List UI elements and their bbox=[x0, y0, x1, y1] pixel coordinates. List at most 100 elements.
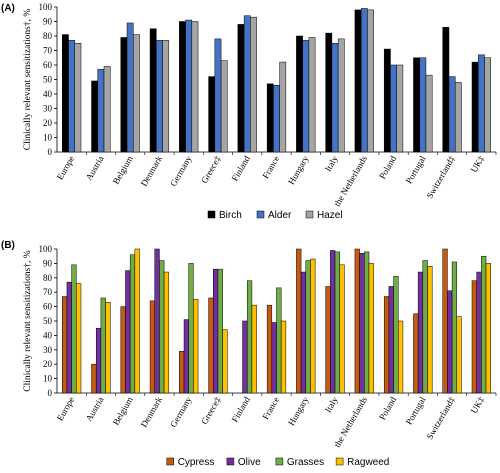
bar-hazel-switzerland bbox=[454, 82, 462, 153]
bar-alder-france bbox=[273, 85, 280, 153]
x-tick-label: Finland bbox=[230, 154, 253, 183]
bar-olive-italy bbox=[330, 250, 336, 394]
bar-hazel-the-netherlands bbox=[367, 9, 374, 153]
y-tick-label: 20 bbox=[43, 359, 53, 369]
bar-birch-belgium bbox=[120, 37, 128, 153]
bar-cypress-austria bbox=[91, 363, 97, 394]
bar-cypress-denmark bbox=[149, 300, 156, 394]
bar-ragweed-germany bbox=[193, 299, 199, 394]
x-tick-label: Hungary bbox=[286, 395, 311, 428]
bar-cypress-switzerland bbox=[442, 248, 448, 394]
legend-label-grasses: Grasses bbox=[287, 457, 324, 468]
x-tick-label: Germany bbox=[168, 395, 194, 429]
bar-grasses-portugal bbox=[422, 260, 428, 394]
y-tick-label: 40 bbox=[43, 89, 53, 99]
bar-birch-austria bbox=[91, 80, 99, 153]
bar-cypress-belgium bbox=[120, 306, 126, 394]
x-tick-label: Poland bbox=[377, 395, 398, 422]
bar-birch-hungary bbox=[296, 35, 303, 153]
bar-ragweed-france bbox=[280, 320, 287, 394]
y-tick-label: 30 bbox=[43, 104, 53, 114]
bar-ragweed-europe bbox=[76, 283, 82, 394]
bar-grasses-austria bbox=[100, 297, 106, 394]
legend: Birch Alder Hazel bbox=[207, 210, 343, 221]
x-tick-label: Austria bbox=[84, 154, 106, 182]
bar-olive-uk bbox=[476, 271, 482, 394]
bar-birch-greece bbox=[208, 76, 216, 153]
bar-alder-europe bbox=[68, 40, 76, 153]
x-tick-label: Denmark bbox=[139, 395, 165, 429]
y-tick-label: 100 bbox=[39, 244, 53, 254]
bar-ragweed-denmark bbox=[163, 271, 170, 394]
bar-olive-europe bbox=[66, 281, 72, 394]
bar-birch-finland bbox=[237, 24, 245, 153]
bar-ragweed-poland bbox=[398, 320, 404, 394]
bar-ragweed-hungary bbox=[310, 258, 316, 394]
x-tick-label: France bbox=[260, 154, 281, 180]
legend-label-ragweed: Ragweed bbox=[347, 457, 389, 468]
bar-hazel-hungary bbox=[308, 37, 316, 153]
bar-ragweed-greece bbox=[222, 329, 228, 394]
x-tick-label: Switzerland‡ bbox=[424, 395, 457, 442]
y-tick-label: 70 bbox=[43, 287, 53, 297]
y-tick-label: 60 bbox=[43, 60, 53, 70]
bar-hazel-germany bbox=[191, 21, 199, 153]
y-tick-label: 80 bbox=[43, 273, 53, 283]
x-tick-label: Germany bbox=[168, 154, 194, 188]
x-tick-label: Poland bbox=[377, 154, 398, 181]
bar-alder-poland bbox=[390, 64, 397, 153]
bar-hazel-france bbox=[279, 61, 287, 153]
bar-olive-belgium bbox=[125, 270, 131, 394]
bar-alder-switzerland bbox=[448, 76, 456, 153]
x-tick-label: Greece‡ bbox=[199, 395, 223, 426]
panel-label: (B) bbox=[1, 240, 15, 251]
x-tick-label: Italy bbox=[323, 154, 340, 174]
bar-birch-italy bbox=[325, 32, 333, 153]
legend-swatch-alder bbox=[256, 210, 265, 219]
y-tick-label: 90 bbox=[43, 17, 53, 27]
x-tick-label: Europe bbox=[55, 395, 77, 423]
bar-cypress-italy bbox=[325, 286, 331, 394]
y-tick-label: 30 bbox=[43, 345, 53, 355]
y-tick-label: 0 bbox=[48, 388, 53, 398]
bar-grasses-hungary bbox=[305, 260, 311, 394]
bar-alder-denmark bbox=[156, 40, 163, 153]
x-tick-label: Italy bbox=[323, 395, 340, 415]
bar-alder-uk bbox=[477, 54, 485, 153]
bar-cypress-uk bbox=[471, 280, 477, 394]
bar-hazel-finland bbox=[250, 16, 257, 153]
bar-olive-finland bbox=[242, 320, 248, 394]
y-tick-label: 100 bbox=[39, 2, 53, 12]
bar-grasses-belgium bbox=[129, 254, 136, 394]
bar-birch-uk bbox=[471, 61, 479, 153]
bar-olive-germany bbox=[183, 319, 189, 394]
bar-ragweed-uk bbox=[485, 263, 491, 394]
legend-label-hazel: Hazel bbox=[317, 210, 343, 221]
x-tick-label: Finland bbox=[230, 395, 253, 424]
bar-olive-the-netherlands bbox=[359, 253, 365, 394]
x-tick-label: Hungary bbox=[286, 154, 311, 187]
bar-grasses-europe bbox=[71, 264, 77, 394]
bar-hazel-uk bbox=[484, 57, 491, 153]
bar-cypress-greece bbox=[208, 297, 214, 394]
x-tick-label: Denmark bbox=[139, 154, 165, 188]
legend: Cypress Olive Grasses Ragweed bbox=[166, 457, 389, 468]
y-tick-label: 80 bbox=[43, 31, 53, 41]
bar-grasses-germany bbox=[188, 263, 194, 394]
bar-olive-portugal bbox=[417, 271, 424, 394]
bar-cypress-portugal bbox=[413, 313, 419, 394]
bar-hazel-greece bbox=[220, 60, 228, 153]
bar-alder-italy bbox=[331, 43, 339, 153]
bar-alder-belgium bbox=[126, 22, 134, 153]
bar-birch-portugal bbox=[413, 57, 420, 153]
bar-grasses-poland bbox=[393, 276, 399, 394]
bar-grasses-denmark bbox=[159, 260, 165, 394]
bar-ragweed-portugal bbox=[427, 266, 433, 394]
x-tick-label: Portugal bbox=[404, 395, 428, 427]
y-axis-title: Clinically relevant sensitizations†, % bbox=[23, 250, 33, 391]
x-tick-label: France bbox=[260, 395, 281, 421]
bar-olive-switzerland bbox=[447, 290, 453, 394]
bar-ragweed-austria bbox=[105, 302, 111, 394]
bar-grasses-greece bbox=[217, 268, 223, 394]
bar-hazel-portugal bbox=[425, 74, 433, 153]
